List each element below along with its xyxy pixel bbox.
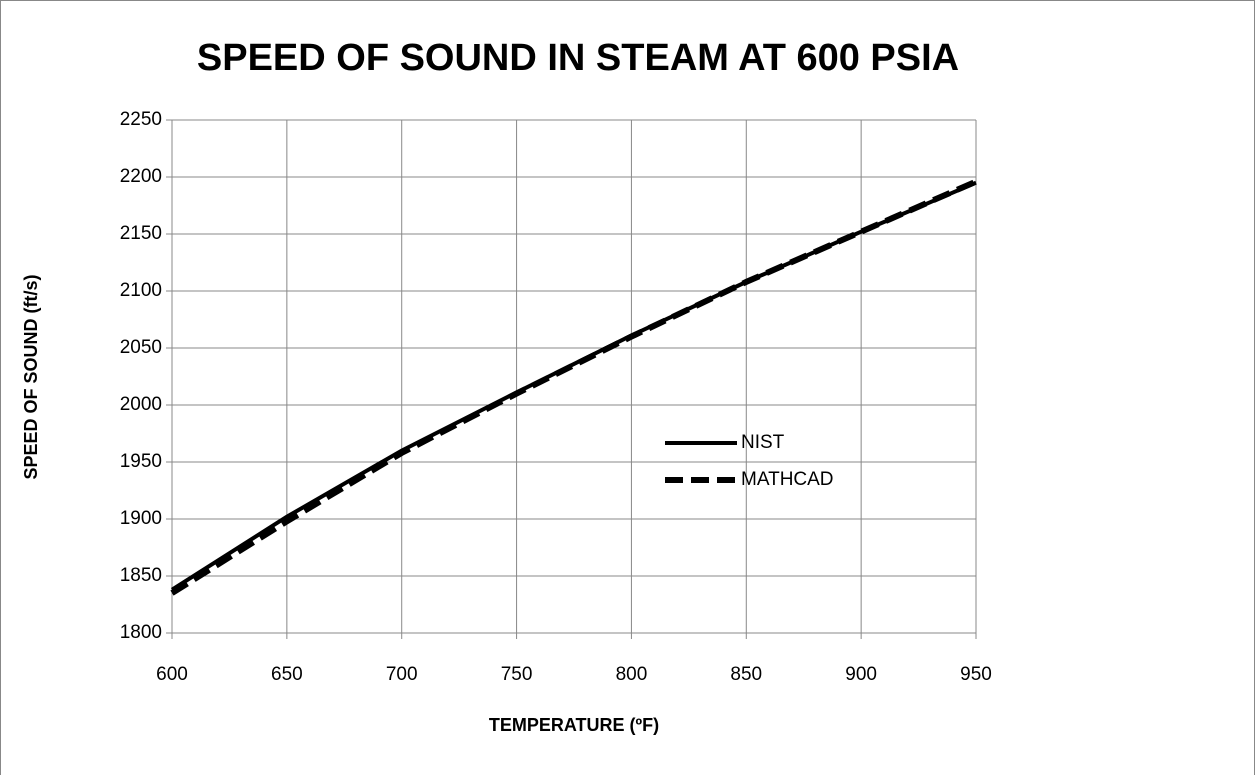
x-tick-label: 900 (845, 664, 877, 685)
y-tick-label: 2250 (120, 109, 162, 130)
y-axis-label: SPEED OF SOUND (ft/s) (21, 274, 41, 479)
legend-label: MATHCAD (741, 469, 834, 490)
y-tick-label: 1900 (120, 508, 162, 529)
y-tick-label: 2100 (120, 280, 162, 301)
y-tick-label: 2150 (120, 223, 162, 244)
x-tick-label: 800 (616, 664, 648, 685)
x-axis-label: TEMPERATURE (ºF) (489, 715, 659, 735)
y-tick-label: 1950 (120, 451, 162, 472)
x-tick-label: 650 (271, 664, 303, 685)
x-tick-label: 950 (960, 664, 992, 685)
legend-label: NIST (741, 432, 785, 453)
x-tick-label: 700 (386, 664, 418, 685)
series-line (170, 178, 978, 596)
y-tick-label: 2050 (120, 337, 162, 358)
y-tick-label: 2000 (120, 394, 162, 415)
y-tick-label: 2200 (120, 166, 162, 187)
x-tick-label: 850 (730, 664, 762, 685)
y-tick-label: 1850 (120, 565, 162, 586)
y-tick-label: 1800 (120, 622, 162, 643)
x-tick-label: 750 (501, 664, 533, 685)
chart-title: SPEED OF SOUND IN STEAM AT 600 PSIA (197, 37, 959, 79)
x-tick-label: 600 (156, 664, 188, 685)
